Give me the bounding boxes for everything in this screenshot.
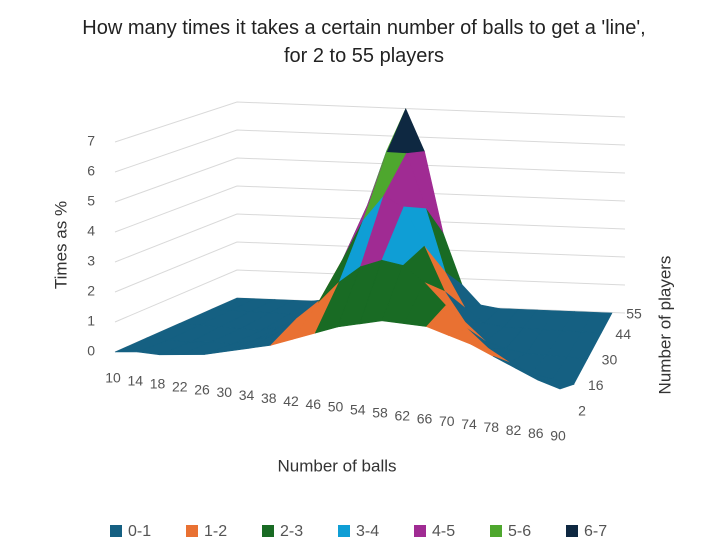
chart-title: How many times it takes a certain number… [82, 17, 646, 67]
x-tick-label: 38 [261, 390, 277, 406]
x-tick-label: 82 [506, 422, 522, 438]
depth-tick-label: 16 [588, 377, 604, 393]
legend-swatch [566, 525, 578, 537]
legend-swatch [414, 525, 426, 537]
x-tick-label: 74 [461, 416, 477, 432]
legend-label: 0-1 [128, 523, 151, 540]
x-tick-label: 26 [194, 381, 210, 397]
y-tick-label: 4 [87, 223, 95, 239]
y-tick-label: 6 [87, 163, 95, 179]
x-tick-label: 14 [127, 373, 143, 389]
grid-line [114, 241, 626, 293]
x-tick-label: 90 [550, 428, 566, 444]
x-tick-label: 62 [394, 407, 410, 423]
y-tick-label: 7 [87, 133, 95, 149]
legend-label: 5-6 [508, 523, 531, 540]
x-tick-label: 18 [150, 376, 166, 392]
x-tick-label: 78 [483, 419, 499, 435]
y-axis-title: Times as % [51, 201, 70, 289]
grid-line [114, 185, 626, 233]
legend-swatch [186, 525, 198, 537]
legend-label: 4-5 [432, 523, 455, 540]
grid-line [114, 157, 626, 203]
legend-swatch [110, 525, 122, 537]
y-tick-label: 1 [87, 313, 95, 329]
x-tick-label: 10 [105, 370, 121, 386]
x-tick-label: 30 [216, 384, 232, 400]
surface-patch [537, 378, 575, 390]
depth-tick-label: 44 [615, 326, 631, 342]
legend-swatch [490, 525, 502, 537]
legend-swatch [262, 525, 274, 537]
grid-line [114, 269, 626, 323]
x-tick-label: 54 [350, 402, 366, 418]
grid-line [114, 213, 626, 263]
x-tick-label: 50 [328, 399, 344, 415]
depth-tick-label: 55 [626, 306, 642, 322]
x-axis-title: Number of balls [277, 456, 396, 475]
depth-axis-title: Number of players [655, 256, 674, 395]
x-tick-label: 66 [417, 410, 433, 426]
legend-label: 1-2 [204, 523, 227, 540]
grid-line [114, 101, 626, 143]
y-tick-label: 2 [87, 283, 95, 299]
x-tick-label: 34 [239, 387, 255, 403]
legend-label: 2-3 [280, 523, 303, 540]
legend-label: 3-4 [356, 523, 379, 540]
depth-tick-label: 2 [578, 403, 586, 419]
grid-line [114, 129, 626, 173]
y-tick-label: 3 [87, 253, 95, 269]
x-tick-label: 22 [172, 378, 188, 394]
x-tick-label: 42 [283, 393, 299, 409]
legend-label: 6-7 [584, 523, 607, 540]
x-tick-label: 86 [528, 425, 544, 441]
surface-patch [386, 107, 425, 154]
y-tick-label: 5 [87, 193, 95, 209]
x-tick-label: 46 [305, 396, 321, 412]
legend-swatch [338, 525, 350, 537]
x-tick-label: 58 [372, 405, 388, 421]
depth-tick-label: 30 [602, 351, 618, 367]
y-tick-label: 0 [87, 343, 95, 359]
x-tick-label: 70 [439, 413, 455, 429]
